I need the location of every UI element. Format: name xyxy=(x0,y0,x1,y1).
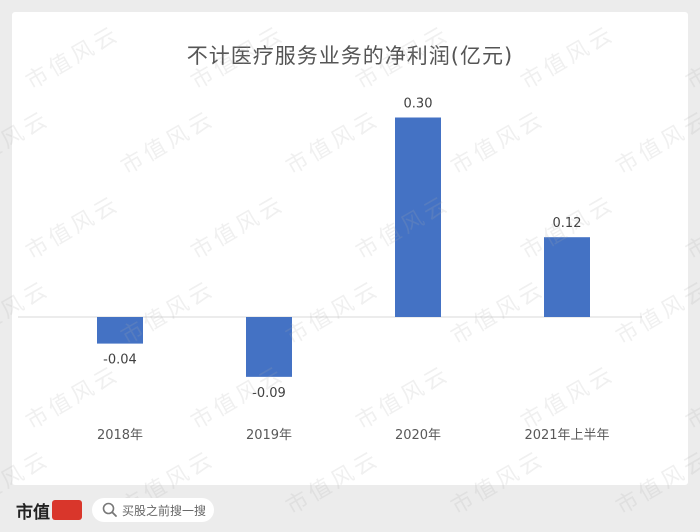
data-label-3: 0.12 xyxy=(553,216,582,231)
category-label-1: 2019年 xyxy=(246,428,292,443)
bar-2 xyxy=(395,117,441,317)
category-label-0: 2018年 xyxy=(97,428,143,443)
brand-logo: 市值 xyxy=(16,498,82,523)
bar-chart: -0.04 2018年 -0.09 2019年 0.30 2020年 0.12 2021年上半… xyxy=(18,97,642,443)
search-box[interactable]: 买股之前搜一搜 xyxy=(92,498,214,522)
logo-text: 市值 xyxy=(16,502,50,523)
footer-bar: 市值 买股之前搜一搜 xyxy=(0,490,700,532)
logo-seal xyxy=(52,500,82,520)
bar-0 xyxy=(97,317,143,344)
chart-title: 不计医疗服务业务的净利润(亿元) xyxy=(186,44,514,68)
bar-1 xyxy=(246,317,292,377)
data-label-0: -0.04 xyxy=(103,353,137,368)
category-label-3: 2021年上半年 xyxy=(524,428,609,443)
data-label-2: 0.30 xyxy=(404,97,433,112)
data-label-1: -0.09 xyxy=(252,386,286,401)
bar-3 xyxy=(544,237,590,317)
search-icon xyxy=(102,502,117,517)
category-label-2: 2020年 xyxy=(395,428,441,443)
search-placeholder: 买股之前搜一搜 xyxy=(122,503,207,518)
chart-card: 不计医疗服务业务的净利润(亿元) -0.04 2018年 -0.09 2019年 0.3… xyxy=(12,12,688,485)
